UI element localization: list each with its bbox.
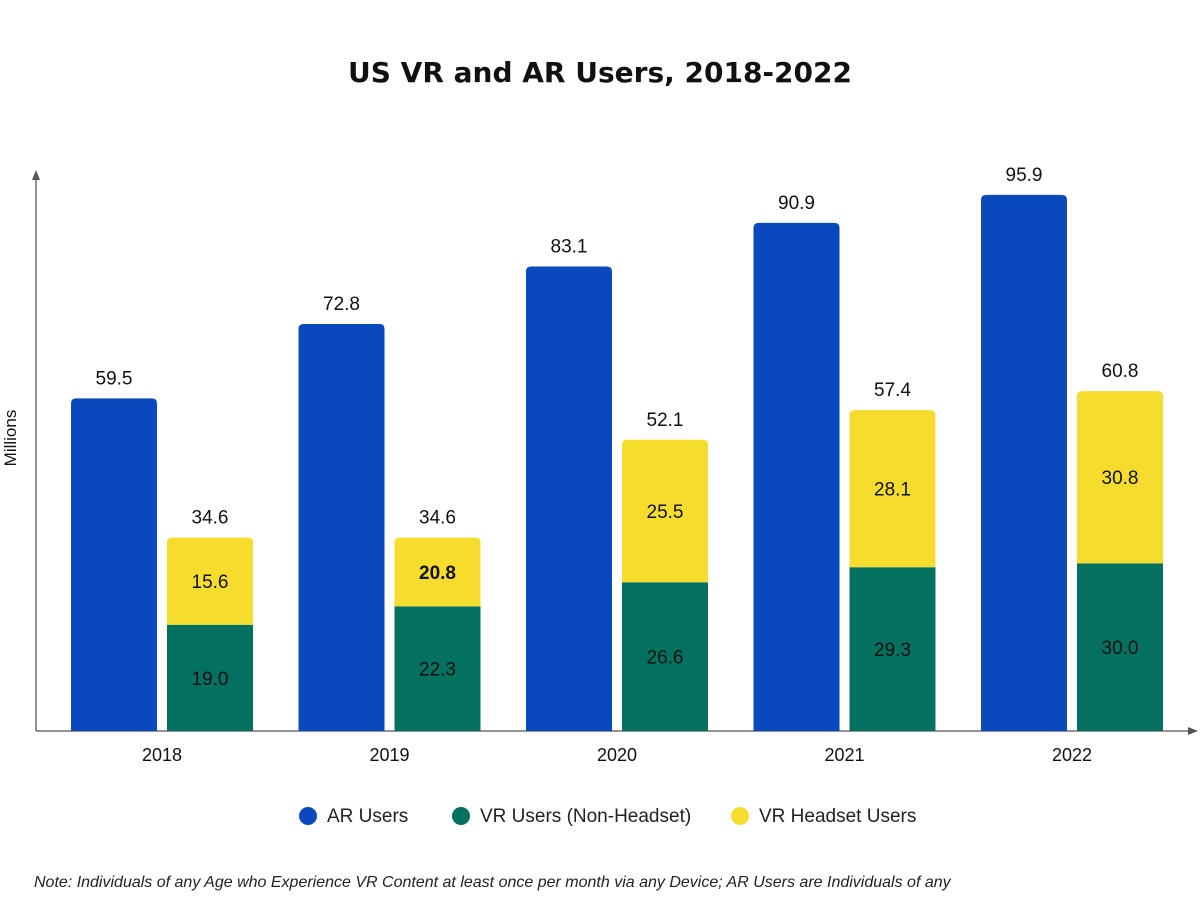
bar-vr-headset-2021 <box>849 410 936 568</box>
label-vr-total-2020: 52.1 <box>647 410 684 431</box>
label-ar-2020: 83.1 <box>551 236 588 257</box>
label-vr-total-2019: 34.6 <box>419 508 456 529</box>
bar-vr-nonheadset-2019 <box>394 606 481 731</box>
label-vr-nonheadset-2022: 30.0 <box>1102 638 1139 659</box>
bar-ar-2022 <box>981 194 1067 731</box>
label-vr-nonheadset-2019: 22.3 <box>419 660 456 681</box>
label-vr-headset-2021: 28.1 <box>874 480 911 501</box>
x-tick-2019: 2019 <box>369 745 409 765</box>
y-axis-label: Millions <box>1 410 20 467</box>
label-vr-headset-2019: 20.8 <box>419 563 456 584</box>
label-ar-2021: 90.9 <box>778 193 815 214</box>
label-vr-total-2022: 60.8 <box>1102 361 1139 382</box>
x-axis-arrow <box>1188 727 1198 735</box>
label-vr-headset-2020: 25.5 <box>647 502 684 523</box>
bar-vr-headset-2018 <box>167 537 253 625</box>
legend-label-0: AR Users <box>327 806 408 827</box>
legend: AR Users VR Users (Non-Headset) VR Headset… <box>299 806 916 827</box>
bar-vr-nonheadset-2022 <box>1077 563 1163 731</box>
bar-vr-nonheadset-2021 <box>849 567 936 731</box>
label-vr-total-2021: 57.4 <box>874 380 911 401</box>
legend-swatch-2 <box>731 807 749 825</box>
legend-item-1: VR Users (Non-Headset) <box>452 806 691 827</box>
label-vr-nonheadset-2018: 19.0 <box>192 669 229 690</box>
label-vr-total-2018: 34.6 <box>192 508 229 529</box>
label-vr-nonheadset-2020: 26.6 <box>647 648 684 669</box>
label-vr-headset-2018: 15.6 <box>192 572 229 593</box>
bar-vr-headset-2019 <box>394 537 481 607</box>
legend-label-1: VR Users (Non-Headset) <box>480 806 691 827</box>
legend-swatch-0 <box>299 807 317 825</box>
x-tick-2020: 2020 <box>597 745 637 765</box>
label-vr-nonheadset-2021: 29.3 <box>874 640 911 661</box>
chart-title: US VR and AR Users, 2018-2022 <box>348 56 852 89</box>
bar-ar-2018 <box>71 398 157 731</box>
label-ar-2018: 59.5 <box>96 368 133 389</box>
x-tick-2021: 2021 <box>824 745 864 765</box>
x-tick-2018: 2018 <box>142 745 182 765</box>
bar-vr-headset-2020 <box>622 439 708 583</box>
bar-ar-2019 <box>298 324 385 731</box>
bar-ar-2020 <box>526 266 612 731</box>
bar-vr-nonheadset-2020 <box>622 582 708 731</box>
y-axis-arrow <box>32 170 40 180</box>
legend-item-0: AR Users <box>299 806 408 827</box>
legend-item-2: VR Headset Users <box>731 806 916 827</box>
x-tick-group: 2018 2019 2020 2021 2022 <box>142 745 1092 765</box>
label-vr-headset-2022: 30.8 <box>1102 468 1139 489</box>
label-ar-2019: 72.8 <box>323 294 360 315</box>
x-tick-2022: 2022 <box>1052 745 1092 765</box>
bar-group <box>71 194 1163 731</box>
label-ar-2022: 95.9 <box>1006 165 1043 186</box>
bar-vr-headset-2022 <box>1077 391 1163 564</box>
chart-note: Note: Individuals of any Age who Experie… <box>34 874 952 891</box>
bar-ar-2021 <box>753 222 840 731</box>
label-group: 59.5 19.0 15.6 34.6 72.8 22.3 20.8 34.6 83.1 26.6… <box>96 165 1139 690</box>
bar-vr-nonheadset-2018 <box>167 624 253 731</box>
legend-swatch-1 <box>452 807 470 825</box>
legend-label-2: VR Headset Users <box>759 806 916 827</box>
